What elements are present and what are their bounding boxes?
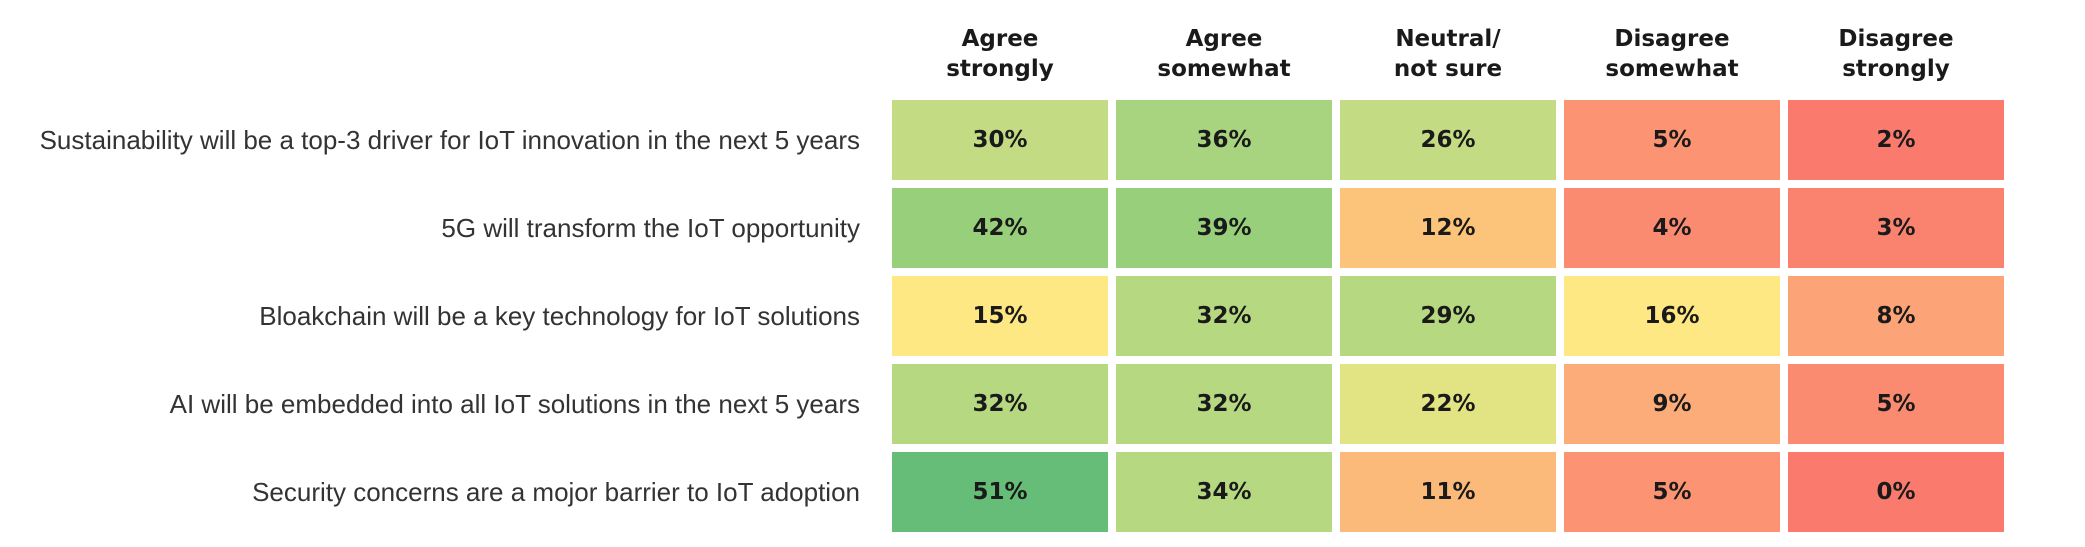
heatmap-cell-r2-c2: 29% <box>1340 276 1556 356</box>
heatmap-cell-r4-c4: 0% <box>1788 452 2004 532</box>
heatmap-cell-r0-c2: 26% <box>1340 100 1556 180</box>
heatmap-cell-r2-c4: 8% <box>1788 276 2004 356</box>
heatmap-cell-r1-c3: 4% <box>1564 188 1780 268</box>
row-label-1: 5G will transform the IoT opportunity <box>441 213 860 243</box>
heatmap-cell-r2-c1: 32% <box>1116 276 1332 356</box>
row-label-3: AI will be embedded into all IoT solutio… <box>169 389 860 419</box>
heatmap-cell-r3-c0: 32% <box>892 364 1108 444</box>
column-header-3: Disagree somewhat <box>1605 26 1739 82</box>
heatmap-cell-r3-c2: 22% <box>1340 364 1556 444</box>
heatmap-cell-r0-c1: 36% <box>1116 100 1332 180</box>
column-header-0: Agree strongly <box>946 26 1054 82</box>
heatmap-cell-r1-c4: 3% <box>1788 188 2004 268</box>
column-header-2: Neutral/not sure <box>1393 26 1503 82</box>
heatmap-cell-r1-c0: 42% <box>892 188 1108 268</box>
heatmap-cell-r0-c0: 30% <box>892 100 1108 180</box>
heatmap-cell-r2-c0: 15% <box>892 276 1108 356</box>
row-label-2: Bloakchain will be a key technology for … <box>259 301 860 331</box>
heatmap-cell-r3-c3: 9% <box>1564 364 1780 444</box>
heatmap-cell-r4-c3: 5% <box>1564 452 1780 532</box>
heatmap-cell-r4-c2: 11% <box>1340 452 1556 532</box>
row-label-0: Sustainability will be a top-3 driver fo… <box>39 125 860 155</box>
heatmap-cell-r1-c2: 12% <box>1340 188 1556 268</box>
heatmap-cell-r3-c1: 32% <box>1116 364 1332 444</box>
column-header-4: Disagree strongly <box>1838 26 1954 82</box>
heatmap-cell-r4-c0: 51% <box>892 452 1108 532</box>
heatmap-cell-r3-c4: 5% <box>1788 364 2004 444</box>
heatmap-cell-r0-c3: 5% <box>1564 100 1780 180</box>
heatmap-cell-r0-c4: 2% <box>1788 100 2004 180</box>
row-label-4: Security concerns are a mojor barrier to… <box>252 477 860 507</box>
column-header-1: Agree somewhat <box>1157 26 1291 82</box>
heatmap-cell-r4-c1: 34% <box>1116 452 1332 532</box>
heatmap-cell-r2-c3: 16% <box>1564 276 1780 356</box>
heatmap-cell-r1-c1: 39% <box>1116 188 1332 268</box>
